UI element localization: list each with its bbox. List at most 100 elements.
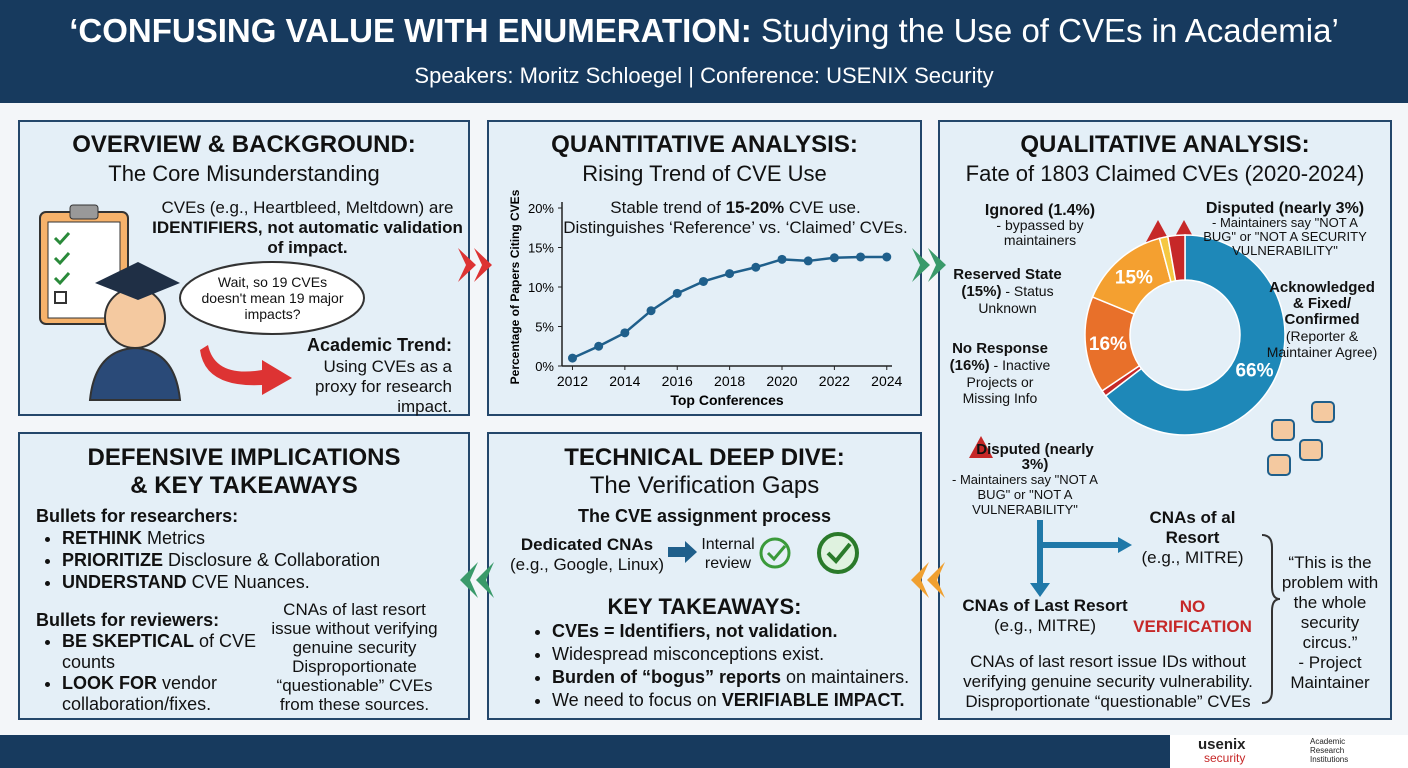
arrow-green bbox=[476, 562, 494, 598]
annotation: CNAs of al Resort (e.g., MITRE) bbox=[1130, 508, 1255, 568]
y-tick-label: 10% bbox=[528, 280, 554, 295]
x-axis-label: Top Conferences bbox=[670, 392, 784, 408]
list-heading: Bullets for researchers: bbox=[36, 506, 239, 526]
cna-text: (e.g., Google, Linux) bbox=[509, 555, 665, 574]
review: Internal review bbox=[701, 536, 755, 572]
bullet: BE SKEPTICAL of CVE counts bbox=[62, 631, 262, 673]
arrow-green bbox=[928, 248, 946, 282]
data-point bbox=[751, 262, 761, 272]
annotation-bold: Acknowledged & Fixed/ Confirmed bbox=[1269, 279, 1375, 328]
donut-slice bbox=[1167, 234, 1186, 282]
y-tick-label: 5% bbox=[535, 320, 554, 335]
bullet-list: BE SKEPTICAL of CVE countsLOOK FOR vendo… bbox=[40, 631, 262, 715]
bullet-list: CVEs = Identifiers, not validation. Wides… bbox=[530, 620, 942, 712]
qual-summary: CNAs of last resort issue IDs without ve… bbox=[963, 652, 1253, 711]
bullet: RETHINK Metrics bbox=[62, 527, 482, 549]
thought-text: Wait, so 19 CVEs doesn't mean 19 major i… bbox=[201, 274, 344, 322]
slice-label: 15% bbox=[1115, 268, 1153, 289]
bullet: Burden of “bogus” reports on maintainers… bbox=[552, 666, 942, 689]
slice-label: 16% bbox=[1089, 334, 1127, 355]
subtitle: Speakers: Moritz Schloegel | Conference:… bbox=[414, 63, 994, 88]
bullet: We need to focus on VERIFIABLE IMPACT. bbox=[552, 689, 942, 712]
bullet: CVEs = Identifiers, not validation. bbox=[552, 620, 942, 643]
panel-subtitle: Rising Trend of CVE Use bbox=[582, 161, 827, 186]
donut-slice bbox=[1104, 234, 1286, 436]
data-point bbox=[594, 341, 604, 351]
cap bbox=[95, 262, 180, 300]
quant-note: Stable trend of 15-20% CVE use. Distingu… bbox=[558, 198, 913, 238]
bullet: LOOK FOR vendor collaboration/fixes. bbox=[62, 673, 262, 715]
student-body bbox=[88, 346, 182, 401]
quote-text: “This is the problem with the whole secu… bbox=[1281, 553, 1379, 652]
panel-title: OVERVIEW & BACKGROUND: bbox=[72, 131, 416, 158]
thumb bbox=[1299, 439, 1323, 461]
text-bold: IDENTIFIERS, not automatic validation of… bbox=[152, 218, 463, 257]
annotation-text: (e.g., MITRE) bbox=[1141, 548, 1244, 567]
data-point bbox=[672, 288, 682, 298]
bullet-bold: RETHINK bbox=[62, 528, 142, 548]
bullet-bold: UNDERSTAND bbox=[62, 572, 187, 592]
process-arrow bbox=[668, 541, 697, 563]
x-tick-label: 2024 bbox=[871, 373, 902, 389]
clip bbox=[69, 204, 99, 220]
annotation: No Response (16%) - Inactive Projects or… bbox=[945, 340, 1055, 407]
data-point bbox=[725, 269, 735, 279]
panel-subtitle: The Verification Gaps bbox=[589, 472, 820, 499]
bullet-bold: VERIFIABLE IMPACT. bbox=[721, 690, 905, 710]
data-point bbox=[803, 256, 813, 266]
bullet-text: Disclosure & Collaboration bbox=[163, 550, 381, 570]
panel-subtitle: & KEY TAKEAWAYS bbox=[130, 472, 358, 499]
check-icon bbox=[817, 532, 859, 574]
annotation: Disputed (nearly 3%) - Maintainers say "N… bbox=[1195, 200, 1375, 258]
x-tick-label: 2016 bbox=[662, 373, 693, 389]
flow-lines bbox=[1037, 520, 1120, 585]
bullet-bold: CVEs = Identifiers, not validation. bbox=[552, 621, 838, 641]
decor bbox=[39, 204, 1335, 704]
flow-arrow bbox=[1118, 537, 1132, 553]
annotation: Disputed (nearly 3%) - Maintainers say "N… bbox=[950, 442, 1100, 517]
x-tick-label: 2014 bbox=[609, 373, 640, 389]
panel-title: QUALITATIVE ANALYSIS: bbox=[1020, 131, 1310, 158]
header-bar bbox=[0, 0, 1408, 103]
annotation-text: (e.g., MITRE) bbox=[993, 616, 1096, 635]
bullet-text: Widespread misconceptions exist. bbox=[552, 644, 825, 664]
panel-title: QUANTITATIVE ANALYSIS: bbox=[551, 131, 858, 158]
x-tick-label: 2018 bbox=[714, 373, 745, 389]
thumbs bbox=[1267, 401, 1335, 476]
annotation-bold: Disputed (nearly 3%) bbox=[1205, 200, 1365, 217]
x-tick-label: 2012 bbox=[557, 373, 588, 389]
annotation-bold: CNAs of Last Resort bbox=[962, 596, 1128, 615]
annotation: Acknowledged & Fixed/ Confirmed (Reporter… bbox=[1262, 279, 1382, 361]
bullet-bold: Burden of “bogus” reports bbox=[552, 667, 781, 687]
note-text: CVE use. bbox=[784, 198, 861, 217]
usenix-logo: usenix bbox=[1198, 736, 1246, 753]
annotation: Ignored (1.4%) - bypassed by maintainers bbox=[970, 203, 1110, 248]
annotation-bold: Ignored (1.4%) bbox=[984, 202, 1096, 219]
annotation-text: - Maintainers say "NOT A BUG" or "NOT A … bbox=[952, 472, 1098, 517]
annotation-text: - Maintainers say "NOT A BUG" or "NOT A … bbox=[1203, 215, 1367, 258]
annotation-bold: CNAs of al Resort bbox=[1149, 508, 1236, 547]
y-tick-label: 15% bbox=[528, 241, 554, 256]
bullet: Widespread misconceptions exist. bbox=[552, 643, 942, 666]
annotation-bold: Reserved State (15%) bbox=[953, 266, 1062, 300]
defensive-note: CNAs of last resort issue without verify… bbox=[271, 600, 438, 714]
trend-title: Academic Trend: bbox=[306, 335, 452, 355]
logo-area bbox=[1170, 735, 1408, 768]
data-point bbox=[777, 254, 787, 264]
arrow-orange bbox=[911, 562, 929, 598]
note-text: Distinguishes ‘Reference’ vs. ‘Claimed’ … bbox=[563, 218, 908, 237]
panel-technical bbox=[487, 432, 922, 720]
annotation-bold: No Response (16%) bbox=[949, 340, 1048, 374]
no-verification: NO VERIFICATION bbox=[1133, 597, 1252, 636]
annotation-text: (Reporter & Maintainer Agree) bbox=[1266, 328, 1378, 360]
data-point bbox=[856, 252, 866, 262]
annotation-bold: Disputed (nearly 3%) bbox=[976, 441, 1094, 473]
line-chart: 0% 5% 10% 15% 20% 2012 2014 2016 2018 2020 2022 202… bbox=[508, 189, 903, 408]
annotation: CNAs of Last Resort (e.g., MITRE) bbox=[955, 596, 1135, 636]
bullet-bold: LOOK FOR bbox=[62, 673, 157, 693]
panel-defensive bbox=[18, 432, 470, 720]
check-mark bbox=[766, 545, 787, 562]
data-point bbox=[829, 253, 839, 263]
